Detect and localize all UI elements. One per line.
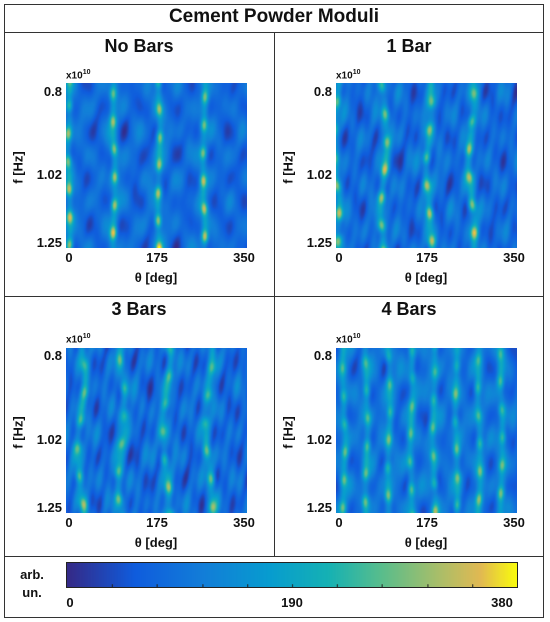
y-tick-label: 1.25	[36, 235, 62, 250]
y-tick-label: 0.8	[313, 84, 332, 99]
x-tick-label: 0	[65, 515, 73, 530]
y-tick-label: 0.8	[43, 348, 62, 363]
y-tick-label: 1.25	[306, 500, 332, 515]
y-tick-label: 1.02	[306, 167, 332, 182]
x-tick-label: 175	[416, 250, 438, 265]
colorbar-tick-label: 0	[66, 595, 74, 610]
y-exponent-label: x1010	[66, 333, 91, 346]
figure-title: Cement Powder Moduli	[168, 6, 380, 27]
y-tick-label: 1.02	[36, 167, 62, 182]
colorbar-label: arb. un.	[20, 567, 44, 600]
x-axis-label: θ [deg]	[404, 535, 448, 550]
x-tick-label: 350	[233, 250, 255, 265]
y-axis-label: f [Hz]	[280, 151, 296, 184]
x-tick-label: 175	[416, 515, 438, 530]
y-exponent-label: x1010	[336, 333, 361, 346]
panel-title-3-bars: 3 Bars	[111, 299, 167, 319]
heatmap-1-bar	[336, 83, 517, 248]
y-tick-label: 0.8	[313, 348, 332, 363]
heatmap-no-bars	[66, 83, 247, 248]
colorbar-tick-label: 190	[281, 595, 303, 610]
x-axis-label: θ [deg]	[134, 270, 178, 285]
y-tick-label: 1.02	[36, 432, 62, 447]
x-tick-label: 175	[146, 250, 168, 265]
x-axis-label: θ [deg]	[134, 535, 178, 550]
heatmap-4-bars	[336, 348, 517, 513]
y-tick-label: 0.8	[43, 84, 62, 99]
y-tick-label: 1.25	[36, 500, 62, 515]
y-tick-label: 1.02	[306, 432, 332, 447]
y-exponent-label: x1010	[336, 69, 361, 82]
heatmap-3-bars	[66, 348, 247, 513]
figure-frame	[4, 4, 544, 618]
panel-title-1-bar: 1 Bar	[386, 36, 432, 56]
column-divider	[274, 32, 275, 556]
colorbar-divider	[4, 556, 544, 557]
x-tick-label: 350	[233, 515, 255, 530]
panel-title-no-bars: No Bars	[104, 36, 174, 56]
x-tick-label: 175	[146, 515, 168, 530]
x-tick-label: 0	[335, 515, 343, 530]
x-tick-label: 350	[503, 250, 525, 265]
y-axis-label: f [Hz]	[10, 416, 26, 449]
y-axis-label: f [Hz]	[280, 416, 296, 449]
x-tick-label: 350	[503, 515, 525, 530]
y-tick-label: 1.25	[306, 235, 332, 250]
y-axis-label: f [Hz]	[10, 151, 26, 184]
panel-title-4-bars: 4 Bars	[381, 299, 437, 319]
colorbar-tick-label: 380	[491, 595, 513, 610]
colorbar	[66, 562, 518, 588]
x-tick-label: 0	[335, 250, 343, 265]
x-axis-label: θ [deg]	[404, 270, 448, 285]
y-exponent-label: x1010	[66, 69, 91, 82]
x-tick-label: 0	[65, 250, 73, 265]
